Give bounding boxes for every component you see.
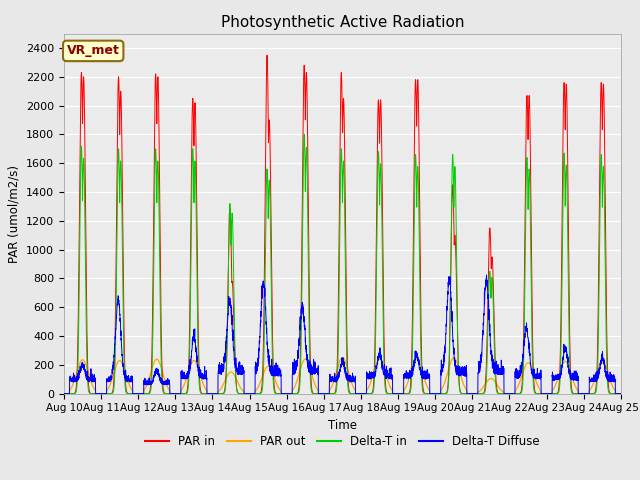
Title: Photosynthetic Active Radiation: Photosynthetic Active Radiation [221, 15, 464, 30]
X-axis label: Time: Time [328, 419, 357, 432]
Legend: PAR in, PAR out, Delta-T in, Delta-T Diffuse: PAR in, PAR out, Delta-T in, Delta-T Dif… [140, 430, 545, 453]
Y-axis label: PAR (umol/m2/s): PAR (umol/m2/s) [8, 165, 20, 263]
Text: VR_met: VR_met [67, 44, 120, 58]
